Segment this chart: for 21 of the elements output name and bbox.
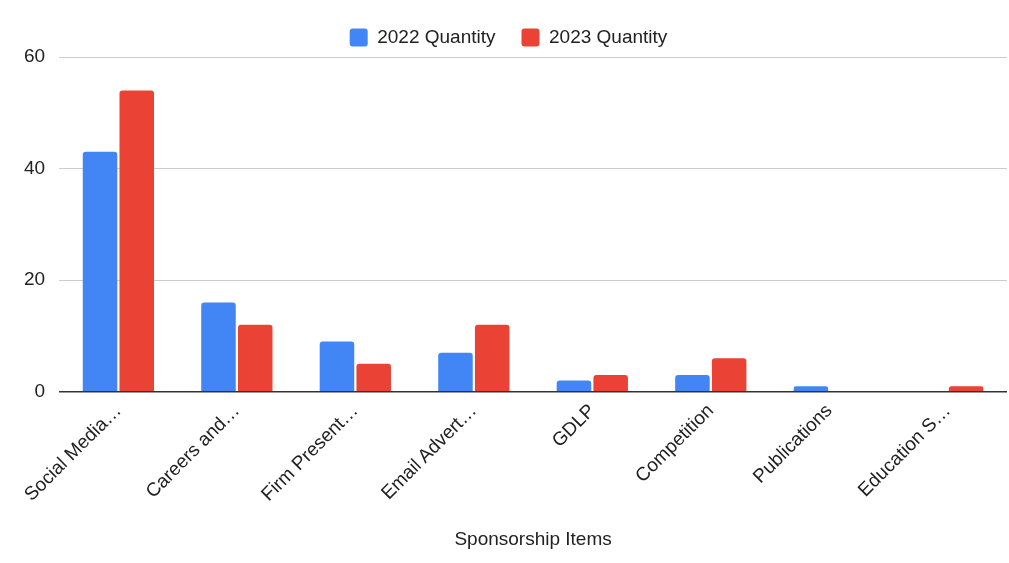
y-tick-label: 0 bbox=[34, 379, 46, 401]
legend-label: 2022 Quantity bbox=[377, 25, 496, 47]
legend-label: 2023 Quantity bbox=[549, 25, 668, 47]
bar bbox=[438, 352, 473, 391]
bar bbox=[675, 374, 710, 391]
bar bbox=[711, 358, 747, 391]
y-tick-label: 40 bbox=[23, 156, 46, 178]
bar bbox=[793, 386, 829, 391]
bar bbox=[119, 90, 154, 391]
bar bbox=[474, 324, 510, 391]
bar bbox=[948, 386, 984, 391]
y-tick-label: 20 bbox=[23, 268, 46, 290]
bar bbox=[82, 151, 118, 391]
bar bbox=[319, 341, 355, 391]
bar bbox=[593, 374, 628, 391]
bar bbox=[356, 363, 391, 391]
x-axis-title: Sponsorship Items bbox=[454, 527, 612, 549]
bar bbox=[237, 324, 273, 391]
bar bbox=[201, 302, 236, 391]
y-tick-label: 60 bbox=[23, 45, 46, 67]
bar bbox=[556, 380, 592, 391]
